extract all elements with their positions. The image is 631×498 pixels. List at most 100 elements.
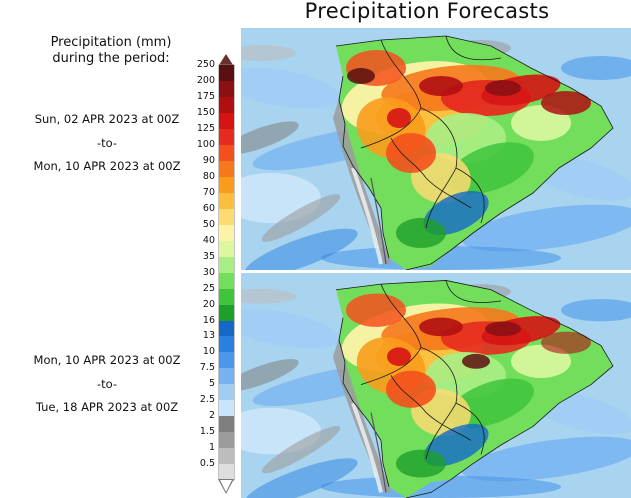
colorbar-swatch (219, 352, 234, 369)
colorbar-level-label: 0.5 (199, 458, 215, 470)
dry-band (241, 359, 299, 392)
period-1-sep: -to- (96, 135, 118, 150)
colorbar-level-label: 60 (202, 202, 215, 214)
ocean-precip-band (561, 56, 631, 80)
heavy-precip-core (462, 353, 490, 369)
colorbar-swatch (219, 272, 234, 289)
period-1-end: Mon, 10 APR 2023 at 00Z (33, 159, 181, 173)
dry-band (261, 426, 341, 474)
colorbar-swatch (219, 432, 234, 449)
colorbar-level-label: 7.5 (199, 362, 215, 374)
colorbar-level-label: 2 (208, 410, 215, 422)
period-2-label: Mon, 10 APR 2023 at 00Z -to- Tue, 18 APR… (0, 349, 214, 420)
country-border (445, 35, 502, 61)
colorbar-level-label: 125 (196, 122, 215, 134)
country-border (455, 402, 485, 455)
ocean-precip-band (241, 67, 341, 109)
colorbar-swatch (219, 368, 234, 385)
heavy-precip-core (485, 321, 521, 337)
colorbar-level-label: 30 (202, 266, 215, 278)
colorbar-level-label: 70 (202, 186, 215, 198)
colorbar-swatch (219, 320, 234, 337)
colorbar-level-label: 175 (196, 90, 215, 102)
colorbar-swatch (219, 224, 234, 241)
country-border (338, 75, 390, 259)
coastline (370, 177, 387, 265)
land-precip-field (541, 91, 591, 115)
colorbar-swatches (219, 65, 234, 481)
dry-band (241, 288, 296, 304)
colorbar-level-label: 40 (202, 234, 215, 246)
page-title: Precipitation Forecasts (304, 0, 550, 23)
colorbar-level-label: 80 (202, 170, 215, 182)
colorbar-level-label: 1.5 (199, 426, 215, 438)
country-border (425, 412, 472, 441)
land-precip-field (541, 331, 591, 354)
colorbar-min-arrow (218, 479, 234, 494)
ocean-precip-band (461, 436, 631, 482)
atacama-dry-zone (351, 167, 383, 265)
period-1-label: Sun, 02 APR 2023 at 00Z -to- Mon, 10 APR… (0, 108, 214, 179)
country-border (445, 280, 502, 303)
colorbar-swatch (219, 304, 234, 321)
country-border (420, 347, 458, 460)
andes-dry-strip (333, 98, 391, 264)
period-2-end: Tue, 18 APR 2023 at 00Z (35, 400, 179, 414)
colorbar-level-label: 25 (202, 282, 215, 294)
colorbar-swatch (219, 80, 234, 97)
colorbar-level-label: 10 (202, 346, 215, 358)
country-border (420, 107, 458, 229)
colorbar-swatch (219, 336, 234, 353)
colorbar-swatch (219, 192, 234, 209)
forecast-map-period-2 (241, 273, 631, 498)
country-border (390, 375, 427, 413)
forecast-map-period-1 (241, 28, 631, 270)
period-2-start: Mon, 10 APR 2023 at 00Z (33, 353, 181, 367)
dry-band (241, 45, 296, 61)
colorbar-level-label: 150 (196, 106, 215, 118)
colorbar-level-label: 1 (208, 442, 215, 454)
atacama-dry-zone (351, 402, 383, 493)
land-precip-field (396, 449, 446, 478)
colorbar-swatch (219, 112, 234, 129)
colorbar-level-label: 200 (196, 74, 215, 86)
country-border (455, 167, 485, 224)
period-2-sep: -to- (96, 376, 118, 391)
colorbar-swatch (219, 400, 234, 417)
colorbar-level-label: 2.5 (199, 394, 215, 406)
heavy-precip-core (387, 347, 411, 366)
andes-dry-strip (333, 338, 391, 493)
heavy-precip-core (387, 108, 411, 128)
land-precip-field (511, 105, 571, 141)
colorbar-level-label: 250 (196, 59, 215, 70)
colorbar-level-label: 13 (202, 330, 215, 342)
colorbar-swatch (219, 96, 234, 113)
colorbar-swatch (219, 65, 234, 81)
legend-title: Precipitation (mm) during the period: (8, 35, 214, 67)
land-precip-field (386, 370, 436, 408)
legend-title-line1: Precipitation (mm) (50, 35, 172, 50)
ocean-precip-band (241, 309, 341, 349)
colorbar-swatch (219, 160, 234, 177)
heavy-precip-core (347, 68, 375, 84)
legend-title-line2: during the period: (52, 51, 170, 66)
country-border (360, 39, 422, 149)
forecast-map-1-image (241, 28, 631, 270)
colorbar-level-label: 16 (202, 314, 215, 326)
period-1-start: Sun, 02 APR 2023 at 00Z (34, 112, 180, 126)
colorbar-level-label: 50 (202, 218, 215, 230)
colorbar-labels: 250 200 175 150 125 100 90 80 70 60 50 40 35 30 25 20 16… (193, 60, 215, 480)
heavy-precip-core (419, 76, 463, 96)
country-border (338, 317, 390, 487)
colorbar-level-label: 100 (196, 138, 215, 150)
colorbar-swatch (219, 384, 234, 401)
colorbar-swatch (219, 416, 234, 433)
land-precip-field (396, 218, 446, 248)
colorbar-swatch (219, 240, 234, 257)
country-border (335, 35, 614, 270)
colorbar-swatch (219, 256, 234, 273)
colorbar-swatch (219, 208, 234, 225)
colorbar-level-label: 90 (202, 154, 215, 166)
colorbar-swatch (219, 176, 234, 193)
colorbar-swatch (219, 448, 234, 465)
